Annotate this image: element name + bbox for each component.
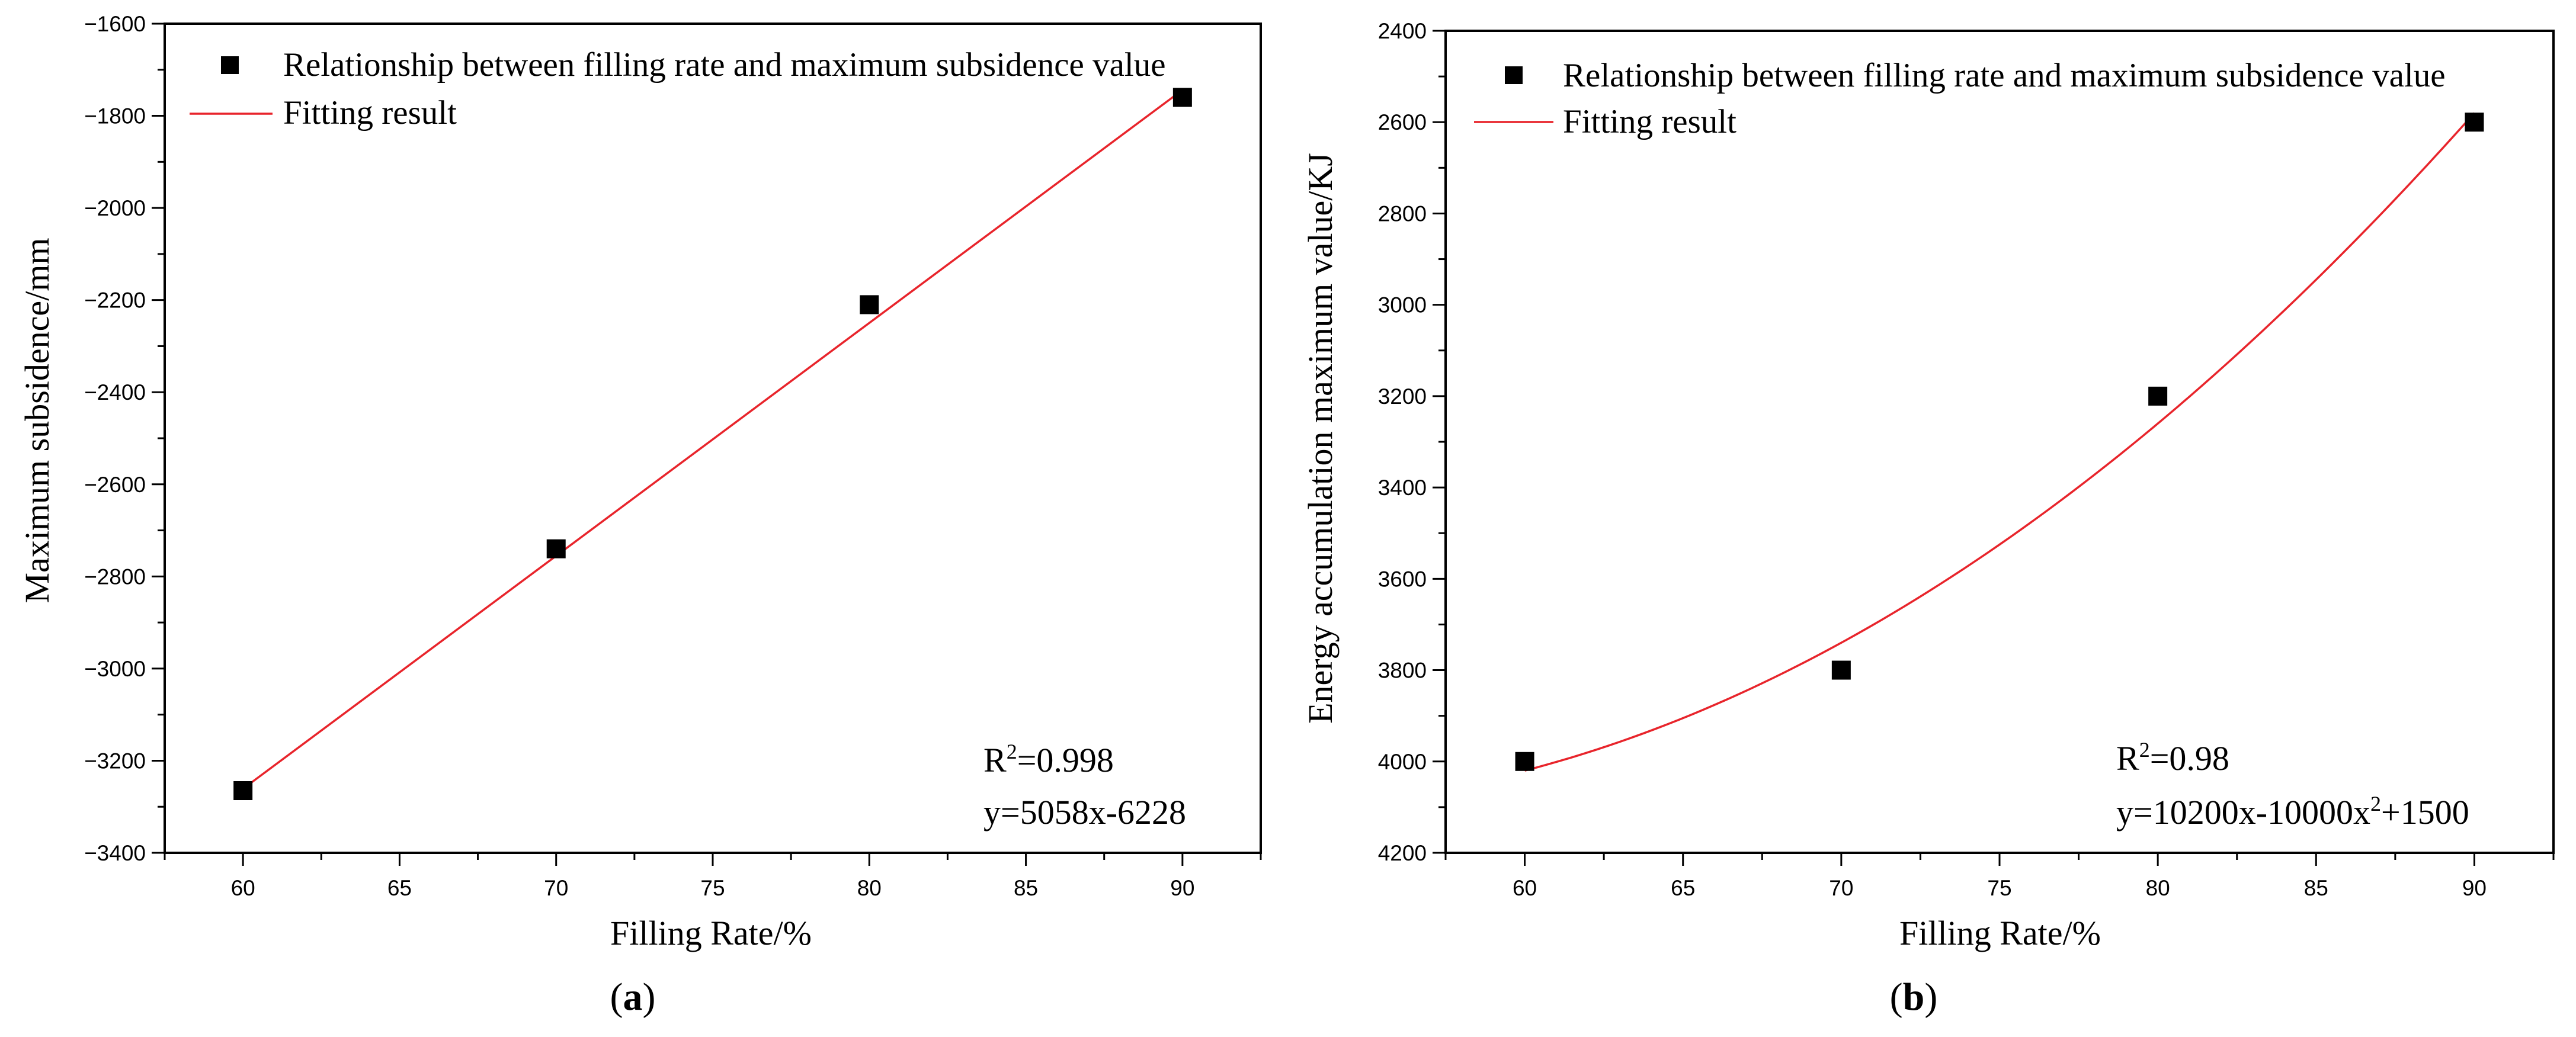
chart-a-ylabel: Maximum subsidence/mm bbox=[18, 238, 56, 603]
chart-b-plot-frame bbox=[1444, 30, 2555, 854]
chart-a-r2-sup: 2 bbox=[1007, 740, 1017, 763]
chart-b-r2: R2=0.98 bbox=[2116, 738, 2229, 778]
chart-b-x-tick-label: 65 bbox=[1671, 876, 1695, 900]
chart-a-y-tick-label: −1800 bbox=[84, 104, 146, 129]
chart-a-legend: Relationship between filling rate and ma… bbox=[190, 46, 1166, 131]
chart-b-x-tick-label: 90 bbox=[2462, 876, 2487, 900]
chart-b-xlabel: Filling Rate/% bbox=[1899, 914, 2101, 952]
chart-a-xlabel: Filling Rate/% bbox=[610, 914, 812, 952]
chart-b-x-tick-label: 80 bbox=[2146, 876, 2170, 900]
chart-a-ticks: 60 65 70 75 80 85 90 −1600 −1800 −2000 −2200 −2400 −… bbox=[84, 12, 1262, 900]
chart-a-legend-entry-scatter: Relationship between filling rate and ma… bbox=[283, 46, 1166, 84]
chart-b-fit-line bbox=[1524, 112, 2475, 772]
chart-a-x-tick-label: 80 bbox=[857, 876, 882, 900]
chart-a-x-tick-label: 70 bbox=[544, 876, 568, 900]
chart-a: 60 65 70 75 80 85 90 −1600 −1800 −2000 −2200 −2400 −… bbox=[18, 12, 1262, 1019]
chart-a-legend-marker bbox=[221, 56, 239, 74]
chart-a-y-tick-label: −2200 bbox=[84, 288, 146, 313]
chart-a-y-tick-label: −2800 bbox=[84, 564, 146, 589]
chart-b-ylabel: Energy accumulation maximum value/KJ bbox=[1301, 153, 1340, 724]
chart-a-panel-label: (a) bbox=[610, 975, 656, 1019]
chart-a-data-point bbox=[860, 295, 879, 314]
chart-b-data-point bbox=[1515, 752, 1534, 771]
chart-a-data-point bbox=[1172, 88, 1192, 107]
chart-a-y-tick-label: −2600 bbox=[84, 473, 146, 497]
chart-b: 60 65 70 75 80 85 90 2400 2600 2800 3000 3200 3400 36… bbox=[1301, 19, 2555, 1019]
chart-b-data-point bbox=[2148, 386, 2168, 406]
chart-a-x-tick-label: 85 bbox=[1014, 876, 1038, 900]
chart-a-x-tick-label: 90 bbox=[1170, 876, 1194, 900]
chart-a-annotation: R2=0.998 y=5058x-6228 bbox=[983, 740, 1186, 831]
chart-b-legend-entry-fit: Fitting result bbox=[1563, 103, 1736, 140]
chart-a-legend-entry-fit: Fitting result bbox=[283, 94, 457, 131]
chart-b-data-point bbox=[1831, 660, 1851, 680]
chart-a-x-tick-label: 60 bbox=[231, 876, 255, 900]
chart-a-r2-r: R bbox=[983, 741, 1007, 779]
chart-b-eq-sup: 2 bbox=[2370, 792, 2381, 816]
chart-b-y-tick-label: 4000 bbox=[1378, 750, 1427, 774]
chart-a-r2-value: =0.998 bbox=[1017, 741, 1114, 779]
chart-a-equation: y=5058x-6228 bbox=[983, 793, 1186, 831]
chart-a-data-point bbox=[233, 781, 253, 800]
chart-a-y-tick-label: −3200 bbox=[84, 749, 146, 773]
chart-a-fit-line bbox=[242, 89, 1183, 790]
chart-b-fit-line-group bbox=[1524, 112, 2475, 772]
chart-b-y-tick-label: 2400 bbox=[1378, 19, 1427, 43]
chart-b-x-tick-label: 70 bbox=[1829, 876, 1853, 900]
chart-a-r2: R2=0.998 bbox=[983, 740, 1114, 779]
chart-b-panel-label: (b) bbox=[1890, 975, 1938, 1019]
chart-b-x-tick-label: 75 bbox=[1987, 876, 2011, 900]
chart-b-y-tick-label: 3600 bbox=[1378, 567, 1427, 591]
chart-b-equation: y=10200x-10000x2+1500 bbox=[2116, 792, 2469, 831]
chart-a-x-tick-label: 75 bbox=[700, 876, 725, 900]
chart-a-fit-line-group bbox=[242, 89, 1183, 790]
chart-b-legend-marker bbox=[1505, 66, 1523, 84]
chart-b-r2-r: R bbox=[2116, 739, 2139, 778]
chart-b-y-tick-label: 3800 bbox=[1378, 659, 1427, 683]
chart-a-y-tick-label: −2400 bbox=[84, 380, 146, 404]
chart-b-data-point bbox=[2465, 113, 2484, 132]
chart-a-markers bbox=[233, 88, 1192, 800]
chart-b-r2-value: =0.98 bbox=[2150, 739, 2229, 778]
chart-b-y-tick-label: 4200 bbox=[1378, 841, 1427, 865]
chart-b-y-tick-label: 3400 bbox=[1378, 476, 1427, 500]
chart-b-x-tick-label: 60 bbox=[1513, 876, 1537, 900]
chart-b-eq-main: y=10200x-10000x bbox=[2116, 793, 2370, 831]
chart-a-y-tick-label: −2000 bbox=[84, 196, 146, 220]
chart-b-y-tick-label: 2600 bbox=[1378, 110, 1427, 134]
chart-b-legend-entry-scatter: Relationship between filling rate and ma… bbox=[1563, 57, 2446, 94]
chart-a-y-tick-label: −3000 bbox=[84, 657, 146, 681]
chart-b-legend: Relationship between filling rate and ma… bbox=[1474, 57, 2446, 140]
chart-b-axes bbox=[1444, 30, 2555, 854]
chart-b-y-tick-label: 2800 bbox=[1378, 201, 1427, 226]
chart-a-x-tick-label: 65 bbox=[387, 876, 412, 900]
chart-b-eq-tail: +1500 bbox=[2381, 793, 2469, 831]
chart-b-y-tick-label: 3200 bbox=[1378, 384, 1427, 409]
chart-a-y-tick-label: −1600 bbox=[84, 12, 146, 36]
chart-b-markers bbox=[1515, 113, 2484, 771]
chart-b-r2-sup: 2 bbox=[2139, 738, 2150, 762]
chart-b-y-tick-label: 3000 bbox=[1378, 293, 1427, 317]
chart-a-data-point bbox=[546, 539, 566, 558]
chart-b-panel-letter: b bbox=[1903, 975, 1925, 1019]
chart-a-panel-letter: a bbox=[623, 975, 643, 1019]
chart-b-x-tick-label: 85 bbox=[2304, 876, 2328, 900]
chart-b-annotation: R2=0.98 y=10200x-10000x2+1500 bbox=[2116, 738, 2469, 831]
chart-b-ticks: 60 65 70 75 80 85 90 2400 2600 2800 3000 3200 3400 36… bbox=[1378, 19, 2555, 900]
chart-a-y-tick-label: −3400 bbox=[84, 841, 146, 865]
